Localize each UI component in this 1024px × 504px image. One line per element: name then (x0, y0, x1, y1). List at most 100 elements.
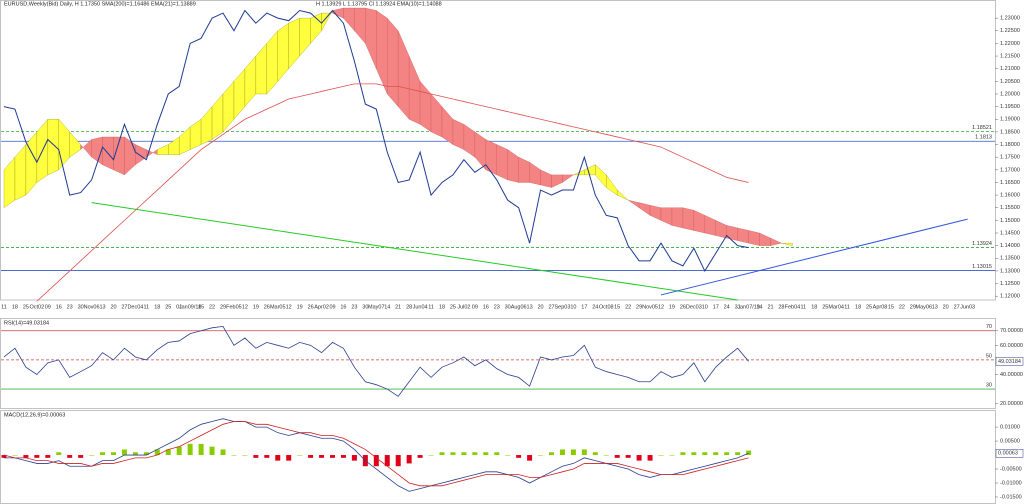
y-tick-label: 1.16500 (1000, 180, 1020, 186)
x-tick-label: 09 (329, 304, 335, 310)
histogram-bar (34, 455, 40, 458)
histogram-bar (165, 449, 171, 456)
x-tick-label: 28 (406, 304, 412, 310)
series-line (4, 418, 749, 492)
x-tick-label: 26 (308, 304, 314, 310)
x-tick-label: 13 (99, 304, 105, 310)
histogram-bar (176, 446, 182, 456)
rsi-title: RSI(14)=49.03184 (4, 320, 49, 326)
cloud-segment (387, 17, 399, 108)
x-tick-label: 11 (844, 304, 850, 310)
histogram-bar (581, 449, 587, 456)
histogram-bar (340, 455, 346, 458)
y-tick-label: 1.17500 (1000, 155, 1020, 161)
level-label: 1.13924 (972, 241, 992, 247)
histogram-bar (570, 449, 576, 456)
histogram-bar (121, 449, 127, 456)
x-tick-label: 24 (724, 304, 730, 310)
trendline (91, 202, 738, 301)
y-tick-label: 1.12000 (1000, 294, 1020, 300)
histogram-bar (111, 452, 116, 456)
cloud-segment (682, 207, 694, 231)
y-tick-label: 1.15500 (1000, 205, 1020, 211)
price-panel (0, 0, 996, 301)
x-tick-label: 11 (143, 304, 149, 310)
x-tick-label: 20 (110, 304, 116, 310)
x-tick-label: 14 (384, 304, 390, 310)
level-label: 1.18521 (972, 125, 992, 131)
y-tick-label: 0.01000 (1000, 425, 1020, 431)
series-line (36, 83, 749, 302)
x-tick-label: 27 (954, 304, 960, 310)
y-tick-label: 70.00000 (1000, 328, 1023, 334)
y-tick-label: 1.17000 (1000, 167, 1020, 173)
cloud-segment (562, 174, 574, 183)
x-tick-label: 10 (702, 304, 708, 310)
x-tick-label: Dec03 (686, 304, 702, 310)
histogram-bar (187, 443, 193, 456)
x-tick-label: Feb05 (226, 304, 242, 310)
price-subtitle: H 1.13929 L 1.13795 Cl 1.13924 EMA(10)=1… (316, 1, 442, 7)
histogram-bar (461, 452, 467, 456)
histogram-bar (735, 452, 741, 456)
x-tick-label: 24 (592, 304, 598, 310)
x-tick-label: 17 (713, 304, 719, 310)
histogram-bar (209, 446, 215, 456)
level-label: 1.1813 (975, 135, 992, 141)
x-tick-label: Jul02 (457, 304, 470, 310)
histogram-bar (625, 455, 631, 458)
y-tick-label: -0.00500 (1000, 466, 1022, 472)
x-tick-label: Jan07/19 (737, 304, 760, 310)
x-tick-label: 12 (286, 304, 292, 310)
histogram-bar (319, 455, 325, 458)
y-tick-label: 1.21000 (1000, 66, 1020, 72)
x-tick-label: 13 (932, 304, 938, 310)
y-tick-label: 60.00000 (1000, 343, 1023, 349)
histogram-bar (395, 455, 401, 467)
x-tick-label: Nov05 (642, 304, 658, 310)
x-tick-label: 15 (888, 304, 894, 310)
histogram-bar (505, 455, 511, 456)
histogram-bar (647, 455, 653, 461)
y-tick-label: 1.15000 (1000, 218, 1020, 224)
histogram-bar (658, 455, 664, 456)
histogram-bar (143, 452, 149, 456)
y-tick-label: 0.00500 (1000, 439, 1020, 445)
histogram-bar (12, 455, 18, 456)
x-tick-label: 15 (614, 304, 620, 310)
y-tick-label: 1.13000 (1000, 268, 1020, 274)
cloud-segment (617, 189, 629, 201)
x-tick-label: 11 (800, 304, 806, 310)
x-tick-label: 30 (78, 304, 84, 310)
histogram-bar (23, 455, 29, 458)
y-tick-label: 1.22000 (1000, 41, 1020, 47)
histogram-bar (603, 455, 609, 456)
x-tick-label: Apr02 (314, 304, 329, 310)
cloud-segment (452, 119, 465, 150)
x-tick-label: 16 (483, 304, 489, 310)
current-value-label: 49.03184 (998, 359, 1021, 365)
x-tick-label: 23 (67, 304, 73, 310)
y-tick-label: 1.20000 (1000, 91, 1020, 97)
histogram-bar (253, 455, 259, 458)
cloud-segment (770, 237, 782, 246)
histogram-bar (242, 455, 248, 456)
x-tick-label: 23 (351, 304, 357, 310)
y-tick-label: 1.16000 (1000, 193, 1020, 199)
x-tick-label: Sep03 (554, 304, 570, 310)
histogram-bar (56, 452, 62, 456)
histogram-bar (691, 452, 697, 456)
histogram-bar (351, 455, 357, 461)
x-tick-label: 01 (176, 304, 182, 310)
histogram-bar (439, 452, 445, 456)
x-tick-label: 23 (494, 304, 500, 310)
y-tick-label: 1.13500 (1000, 256, 1020, 262)
x-tick-label: May07 (368, 304, 385, 310)
x-tick-label: 20 (943, 304, 949, 310)
x-tick-label: Dec04 (127, 304, 143, 310)
histogram-bar (702, 452, 708, 456)
x-tick-label: 18 (855, 304, 861, 310)
y-tick-label: 1.19000 (1000, 117, 1020, 123)
histogram-bar (275, 455, 281, 461)
